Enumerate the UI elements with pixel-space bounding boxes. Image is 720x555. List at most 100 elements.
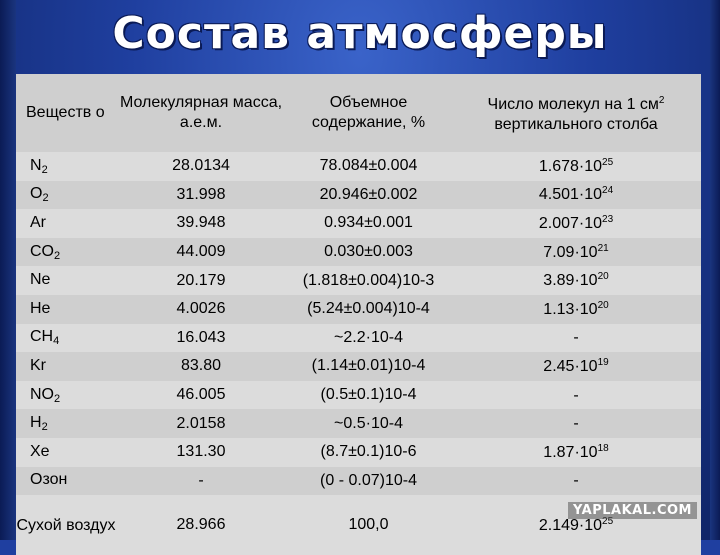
table-row: O2 31.998 20.946±0.002 4.501·1024	[16, 180, 701, 210]
molecules-cell: 2.007·1023	[451, 209, 701, 238]
substance-cell: Ar	[16, 209, 116, 238]
substance-formula: CH	[30, 328, 54, 346]
volume-cell: 0.030±0.003	[286, 237, 451, 267]
composition-table: Веществ о Молекулярная масса, а.е.м. Объ…	[16, 74, 701, 555]
slide-title: Состав атмосферы	[112, 8, 608, 59]
molecules-exponent: 24	[602, 185, 614, 197]
substance-cell: Xe	[16, 437, 116, 467]
substance-cell: O2	[16, 180, 116, 210]
molecules-exponent: 21	[597, 242, 609, 254]
molecules-value: 1.13·10	[543, 300, 598, 318]
substance-formula: N	[30, 156, 42, 174]
substance-subscript: 2	[54, 249, 61, 262]
molecules-cell: -	[451, 323, 701, 353]
table-row: Ne 20.179 (1.818±0.004)10-3 3.89·1020	[16, 266, 701, 295]
substance-cell: H2	[16, 409, 116, 438]
molecules-exponent: 25	[602, 515, 614, 527]
header-substance: Веществ о	[16, 74, 116, 152]
molecules-exponent: 18	[597, 442, 609, 454]
substance-cell: CH4	[16, 323, 116, 353]
table-row: Xe 131.30 (8.7±0.1)10-6 1.87·1018	[16, 437, 701, 467]
volume-cell: 100,0	[286, 495, 451, 555]
header-molecules-sup: 2	[658, 95, 665, 106]
substance-formula: Ar	[30, 213, 46, 231]
substance-formula: NO	[30, 385, 54, 403]
right-decor-bar	[710, 0, 720, 540]
composition-table-container: Веществ о Молекулярная масса, а.е.м. Объ…	[16, 74, 701, 555]
volume-cell: 78.084±0.004	[286, 152, 451, 181]
volume-cell: (8.7±0.1)10-6	[286, 437, 451, 467]
table-row: CH4 16.043 ~2.2·10-4-	[16, 323, 701, 353]
substance-formula: He	[30, 299, 51, 317]
substance-formula: H	[30, 414, 42, 432]
volume-cell: 20.946±0.002	[286, 180, 451, 210]
molecules-value: 2.45·10	[543, 357, 598, 375]
substance-formula: Озон	[30, 471, 68, 489]
molecules-cell: -	[451, 466, 701, 496]
molecules-value: 2.149·10	[538, 516, 603, 534]
molecules-value: 3.89·10	[543, 272, 598, 290]
molecules-value: -	[573, 329, 579, 347]
substance-cell: Kr	[16, 352, 116, 381]
molar-mass-cell: 46.005	[116, 380, 286, 410]
header-volume: Объемное содержание, %	[286, 74, 451, 152]
substance-subscript: 4	[53, 335, 60, 348]
volume-cell: (0.5±0.1)10-4	[286, 380, 451, 410]
volume-cell: (1.14±0.01)10-4	[286, 352, 451, 381]
substance-cell: He	[16, 294, 116, 324]
molar-mass-cell: 131.30	[116, 437, 286, 467]
molecules-cell: 4.501·1024	[451, 180, 701, 210]
molar-mass-cell: 83.80	[116, 352, 286, 381]
table-row: N2 28.0134 78.084±0.004 1.678·1025	[16, 152, 701, 181]
molecules-cell: 7.09·1021	[451, 237, 701, 267]
molecules-value: 4.501·10	[538, 186, 603, 204]
watermark: YAPLAKAL.COM	[568, 502, 697, 519]
header-molecules: Число молекул на 1 см2 вертикального сто…	[451, 74, 701, 152]
molar-mass-cell: 44.009	[116, 237, 286, 267]
substance-cell: Озон	[16, 466, 116, 496]
header-molecules-base: Число молекул на 1 см	[487, 96, 659, 113]
substance-subscript: 2	[41, 163, 48, 176]
volume-cell: ~2.2·10-4	[286, 323, 451, 353]
substance-formula: CO	[30, 242, 54, 260]
molecules-value: 2.007·10	[538, 214, 603, 232]
molecules-value: -	[573, 386, 579, 404]
substance-formula: O	[30, 185, 43, 203]
substance-cell: CO2	[16, 237, 116, 267]
molar-mass-cell: 28.966	[116, 495, 286, 555]
molecules-cell: 1.678·1025	[451, 152, 701, 181]
table-row: H2 2.0158 ~0.5·10-4-	[16, 409, 701, 438]
molecules-value: 7.09·10	[543, 243, 598, 261]
molar-mass-cell: 16.043	[116, 323, 286, 353]
substance-formula: Xe	[30, 442, 50, 460]
substance-subscript: 2	[54, 392, 61, 405]
table-body: N2 28.0134 78.084±0.004 1.678·1025 O2 31.998 2…	[16, 152, 701, 555]
molar-mass-cell: 31.998	[116, 180, 286, 210]
substance-cell: NO2	[16, 380, 116, 410]
molar-mass-cell: 4.0026	[116, 294, 286, 324]
molecules-exponent: 19	[597, 356, 609, 368]
table-row: Озон - (0 - 0.07)10-4-	[16, 466, 701, 496]
table-row: Ar 39.948 0.934±0.001 2.007·1023	[16, 209, 701, 238]
header-row: Веществ о Молекулярная масса, а.е.м. Объ…	[16, 74, 701, 152]
left-decor-bar	[0, 0, 16, 540]
substance-cell: Сухой воздух	[16, 495, 116, 555]
header-molecules-rest: вертикального столба	[494, 116, 658, 133]
volume-cell: (1.818±0.004)10-3	[286, 266, 451, 295]
table-row: Kr 83.80 (1.14±0.01)10-4 2.45·1019	[16, 352, 701, 381]
table-row: NO2 46.005 (0.5±0.1)10-4-	[16, 380, 701, 410]
molecules-cell: -	[451, 380, 701, 410]
substance-formula: Ne	[30, 271, 51, 289]
volume-cell: (5.24±0.004)10-4	[286, 294, 451, 324]
table-row: He 4.0026 (5.24±0.004)10-4 1.13·1020	[16, 294, 701, 324]
molar-mass-cell: 20.179	[116, 266, 286, 295]
molecules-value: 1.678·10	[538, 157, 603, 175]
molecules-exponent: 20	[597, 299, 609, 311]
molar-mass-cell: 28.0134	[116, 152, 286, 181]
substance-cell: Ne	[16, 266, 116, 295]
molar-mass-cell: 2.0158	[116, 409, 286, 438]
molecules-cell: 1.87·1018	[451, 437, 701, 467]
molecules-exponent: 20	[597, 271, 609, 283]
substance-subscript: 2	[42, 192, 49, 205]
molar-mass-cell: -	[116, 466, 286, 496]
